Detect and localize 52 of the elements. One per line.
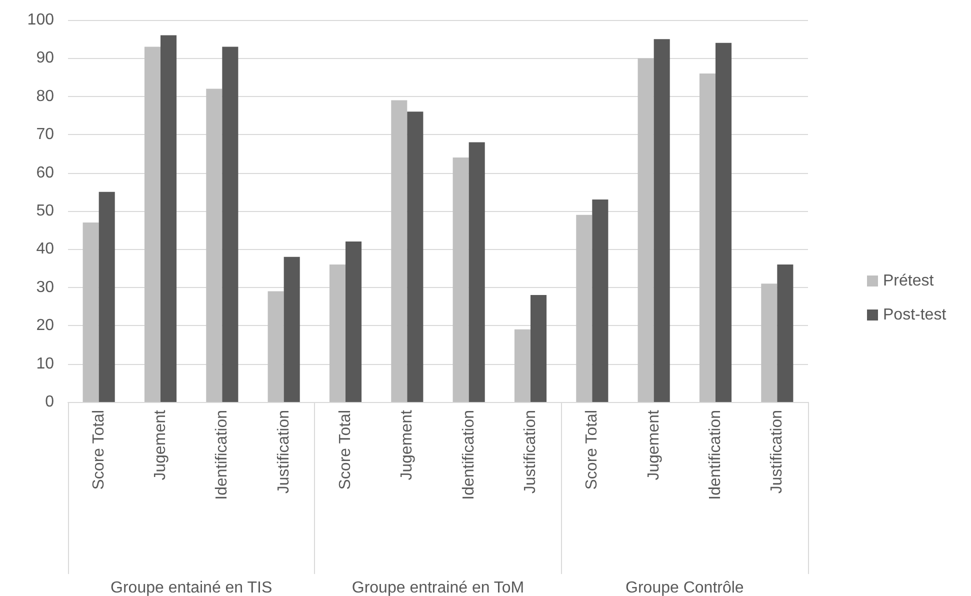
x-tick-label: Jugement (152, 409, 169, 480)
y-tick-label: 70 (36, 126, 54, 144)
x-tick-label: Score Total (90, 410, 108, 490)
bar (346, 242, 362, 402)
legend-label: Post-test (883, 306, 947, 324)
bar (82, 222, 99, 402)
x-tick-label: Score Total (337, 410, 354, 490)
y-tick-label: 0 (45, 394, 54, 410)
bar (98, 192, 115, 402)
bar (206, 88, 222, 402)
bar (699, 73, 716, 402)
bar (716, 42, 732, 402)
text: Groupe entrainé en ToM (352, 580, 524, 596)
bar (530, 295, 547, 402)
y-tick-label: 20 (36, 317, 54, 334)
text: Groupe Contrôle (626, 580, 744, 596)
y-tick-label: 50 (36, 202, 54, 220)
bar (777, 264, 794, 402)
x-tick-label: Identification (214, 410, 231, 500)
legend-label: Prétest (883, 272, 934, 290)
bar (592, 200, 608, 402)
x-tick-label: Score Total (584, 410, 601, 490)
bar (468, 142, 485, 402)
x-tick-label: Identification (460, 410, 478, 500)
bar (268, 291, 284, 402)
bar (576, 214, 592, 402)
bar (144, 46, 160, 402)
x-tick-label: Identification (707, 410, 724, 500)
x-tick-label: Justification (522, 410, 539, 494)
x-tick-label: Justification (275, 410, 292, 494)
y-tick-label: 60 (36, 164, 54, 182)
bar (284, 256, 300, 402)
text: Groupe entainé en TIS (110, 580, 272, 596)
bar (452, 158, 469, 402)
bar (407, 112, 424, 402)
y-tick-label: 30 (36, 278, 54, 296)
y-tick-label: 40 (36, 240, 54, 258)
x-tick-label: Jugement (398, 409, 416, 480)
bar (514, 329, 530, 402)
y-tick-label: 100 (27, 12, 54, 28)
bar (654, 39, 670, 402)
bar (391, 100, 408, 402)
x-tick-label: Jugement (645, 409, 662, 480)
y-tick-label: 90 (36, 50, 54, 67)
bar (761, 284, 778, 402)
y-tick-label: 10 (36, 355, 54, 372)
y-tick-label: 80 (36, 88, 54, 105)
bar (329, 264, 346, 402)
bar (638, 58, 654, 402)
x-tick-label: Justification (768, 410, 786, 494)
bar (160, 35, 177, 402)
bar (222, 46, 238, 402)
